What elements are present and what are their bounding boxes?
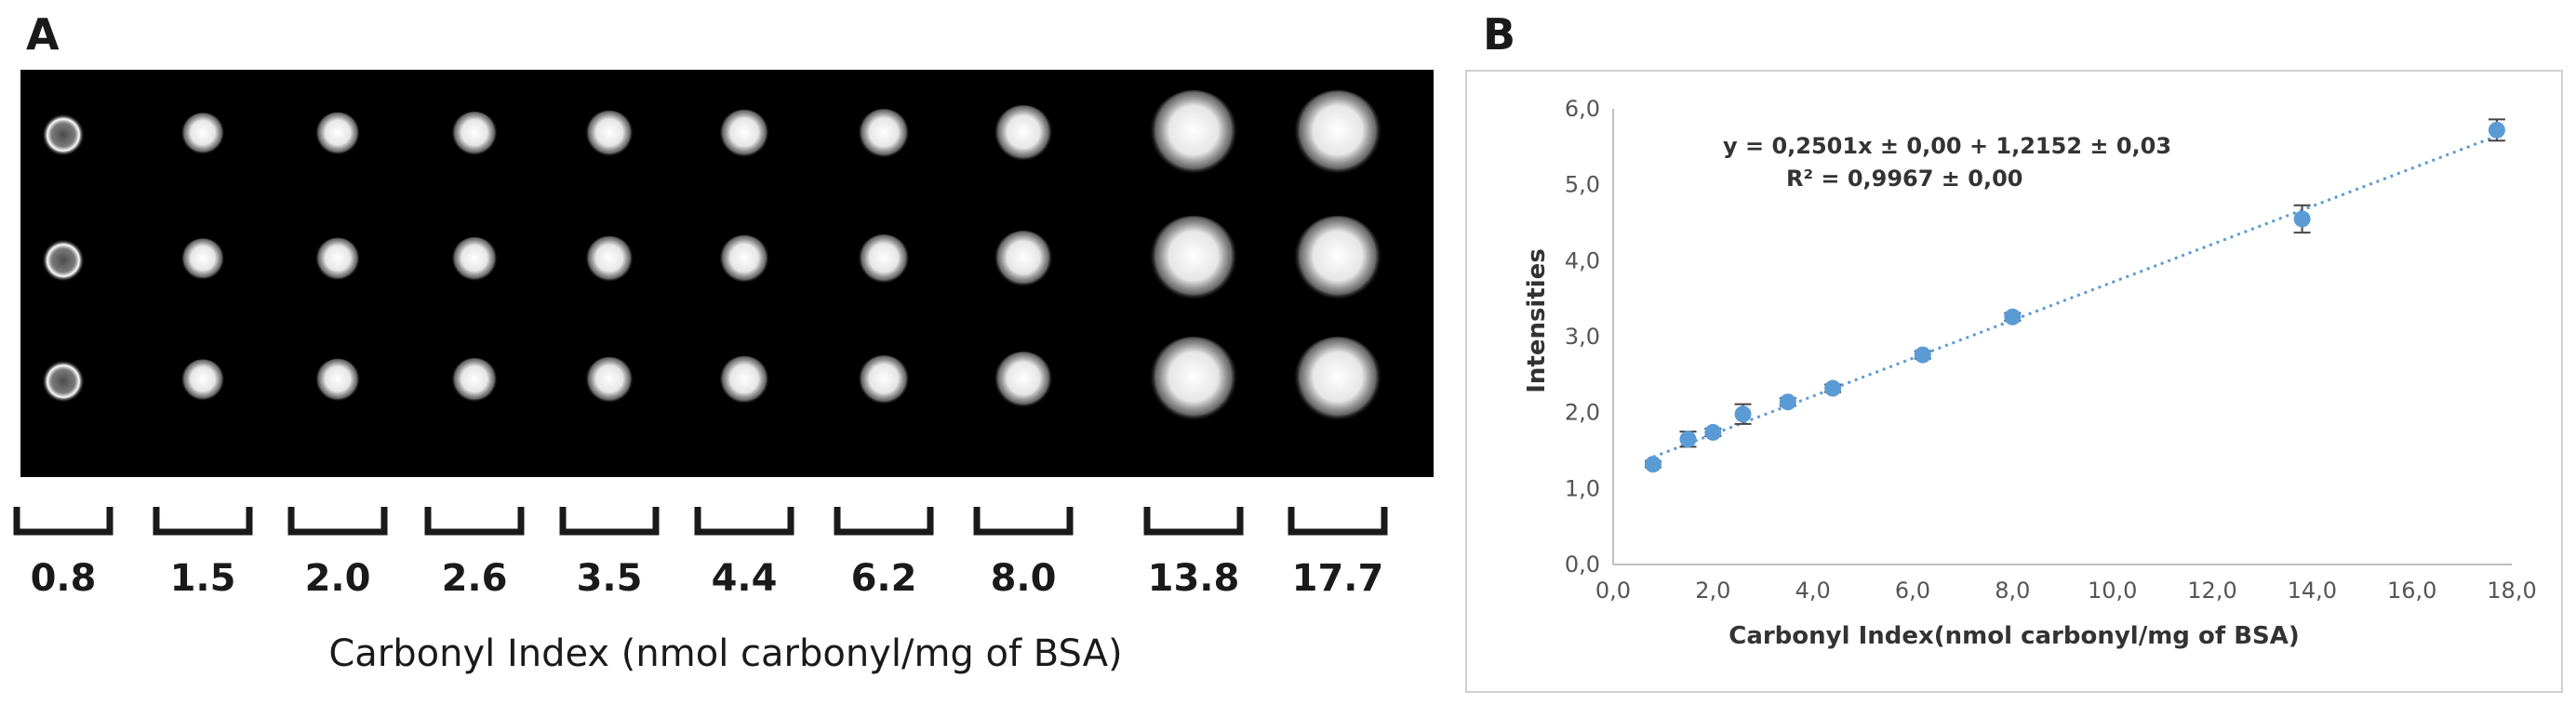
- y-tick-label: 1,0: [1565, 475, 1600, 501]
- x-tick-label: 12,0: [2187, 578, 2236, 604]
- lane-bracket: [153, 507, 253, 536]
- blot-spot: [1149, 90, 1238, 179]
- x-tick-label: 10,0: [2088, 578, 2137, 604]
- lane-bracket: [13, 507, 113, 536]
- panel-b-chart-frame: [1465, 70, 2563, 693]
- blot-spot: [314, 358, 361, 405]
- lane-bracket: [559, 507, 660, 536]
- lane-label: 2.6: [442, 557, 508, 600]
- x-tick-label: 8,0: [1995, 578, 2030, 604]
- blot-spot: [42, 360, 85, 403]
- panel-a-x-axis-title: Carbonyl Index (nmol carbonyl/mg of BSA): [328, 632, 1123, 675]
- lane-bracket: [1288, 507, 1388, 536]
- data-point: [2004, 308, 2022, 325]
- chart-axes: [1612, 109, 2512, 565]
- y-tick-label: 0,0: [1565, 551, 1600, 578]
- blot-spot: [180, 359, 225, 404]
- data-point: [1704, 423, 1722, 441]
- y-tick-label: 2,0: [1565, 400, 1600, 426]
- blot-spot: [180, 113, 225, 157]
- blot-spot: [718, 109, 770, 161]
- blot-spot: [584, 110, 634, 160]
- data-point: [1679, 431, 1697, 448]
- lane-brackets: [13, 507, 1388, 536]
- blot-spot: [314, 237, 361, 284]
- blot-spot: [1293, 90, 1382, 179]
- blot-spot: [718, 355, 770, 407]
- r-squared-label: R² = 0,9967 ± 0,00: [1786, 166, 2022, 192]
- panel-b-letter: B: [1483, 9, 1516, 60]
- dot-blot-overlay: 0.8 1.5 2.0 2.6 3.5 4.4 6.2 8.0 13.8 17.7: [13, 90, 1388, 600]
- y-tick-label: 5,0: [1565, 172, 1600, 198]
- blot-spot: [718, 234, 770, 286]
- x-tick-label: 14,0: [2288, 578, 2337, 604]
- blot-spot: [450, 357, 499, 405]
- lane-bracket: [424, 507, 525, 536]
- x-tick-label: 18,0: [2487, 578, 2536, 604]
- x-tick-label: 2,0: [1695, 578, 1730, 604]
- lane-bracket: [834, 507, 934, 536]
- regression-equation: y = 0,2501x ± 0,00 + 1,2152 ± 0,03: [1723, 133, 2171, 159]
- blot-spot: [1149, 337, 1238, 426]
- blot-spot: [994, 105, 1053, 165]
- lane-bracket: [973, 507, 1074, 536]
- blot-spot: [314, 112, 361, 158]
- lane-label: 3.5: [577, 557, 643, 600]
- y-tick-label: 3,0: [1565, 324, 1600, 350]
- data-point: [1734, 405, 1752, 423]
- lane-label: 2.0: [305, 557, 371, 600]
- blot-spot: [858, 109, 910, 161]
- blot-spot: [1293, 337, 1382, 426]
- blot-spot: [994, 231, 1053, 290]
- data-point: [2488, 121, 2505, 139]
- lane-bracket: [287, 507, 388, 536]
- tick-labels: 0,0 2,0 4,0 6,0 8,0 10,0 12,0 14,0 16,0 18,0 0,0 1,…: [1565, 96, 2537, 604]
- y-tick-label: 4,0: [1565, 247, 1600, 273]
- blot-spot: [450, 236, 499, 285]
- x-tick-label: 0,0: [1595, 578, 1631, 604]
- data-point: [1644, 456, 1662, 473]
- blot-spot: [994, 352, 1053, 411]
- data-points: [1644, 118, 2505, 473]
- blot-spot: [584, 235, 634, 286]
- lane-label: 1.5: [170, 557, 236, 600]
- lane-label: 0.8: [31, 557, 97, 600]
- x-axis-title: Carbonyl Index(nmol carbonyl/mg of BSA): [1728, 622, 2300, 650]
- blot-spot: [42, 113, 85, 156]
- lane-label: 4.4: [712, 557, 778, 600]
- data-point: [2293, 210, 2311, 228]
- dot-blot-spots: [42, 90, 1382, 426]
- blot-spot: [858, 234, 910, 286]
- data-point: [1779, 393, 1796, 411]
- x-tick-label: 6,0: [1895, 578, 1930, 604]
- lane-label: 6.2: [851, 557, 917, 600]
- trendline-path: [1652, 134, 2498, 458]
- blot-spot: [858, 355, 910, 407]
- panel-a-letter: A: [26, 9, 60, 60]
- trendline: [1652, 134, 2498, 458]
- lane-label: 8.0: [991, 557, 1057, 600]
- x-tick-label: 16,0: [2387, 578, 2436, 604]
- lane-label: 13.8: [1148, 557, 1240, 600]
- blot-spot: [180, 238, 225, 283]
- y-axis-title: Intensities: [1523, 248, 1551, 393]
- blot-spot: [1293, 216, 1382, 305]
- blot-spot: [450, 111, 499, 159]
- lane-label: 17.7: [1292, 557, 1384, 600]
- data-point: [1914, 346, 1931, 364]
- blot-spot: [584, 356, 634, 406]
- lane-bracket: [1143, 507, 1244, 536]
- y-tick-label: 6,0: [1565, 96, 1600, 122]
- blot-spot: [42, 239, 85, 282]
- lane-bracket: [694, 507, 794, 536]
- data-point: [1824, 379, 1842, 397]
- x-tick-label: 4,0: [1795, 578, 1831, 604]
- blot-spot: [1149, 216, 1238, 305]
- lane-labels: 0.8 1.5 2.0 2.6 3.5 4.4 6.2 8.0 13.8 17.7: [31, 557, 1384, 600]
